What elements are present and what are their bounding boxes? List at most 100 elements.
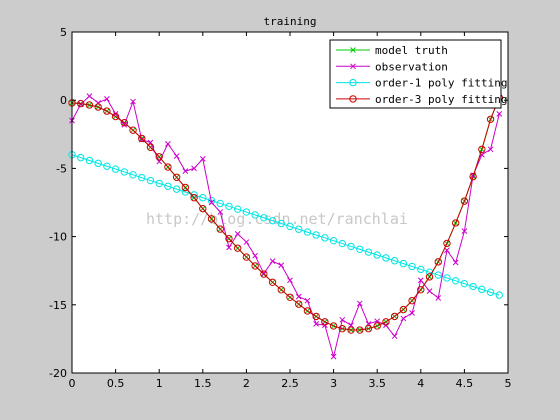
data-point <box>382 318 390 326</box>
data-point <box>155 179 163 188</box>
legend-marker <box>350 47 356 53</box>
data-point <box>94 159 102 168</box>
data-point <box>460 279 469 288</box>
data-point <box>277 286 285 294</box>
data-point <box>304 297 311 304</box>
y-tick-label: 5 <box>60 26 67 39</box>
data-point <box>426 288 433 295</box>
data-point <box>216 225 224 233</box>
data-point <box>321 234 329 242</box>
data-point <box>286 222 294 231</box>
legend: model truth observation order-1 poly fitti… <box>329 39 507 109</box>
data-point <box>338 324 347 333</box>
data-point <box>85 101 94 109</box>
data-point <box>191 165 197 172</box>
data-point <box>312 312 320 321</box>
data-point <box>138 134 146 143</box>
data-point <box>111 165 120 173</box>
data-point <box>120 168 129 176</box>
data-point <box>417 286 425 294</box>
data-point <box>130 98 136 105</box>
data-point <box>217 209 224 215</box>
legend-marker <box>350 63 356 70</box>
data-point <box>313 321 320 327</box>
data-point <box>207 215 216 223</box>
data-point <box>399 305 408 314</box>
data-point <box>417 265 425 274</box>
data-point <box>425 273 434 281</box>
data-point <box>165 140 171 147</box>
data-point <box>181 183 190 192</box>
legend-entry: order-1 poly fitting <box>336 77 507 90</box>
data-point <box>182 168 189 174</box>
data-point <box>373 322 381 330</box>
data-point <box>460 197 469 205</box>
data-point <box>242 253 251 261</box>
data-point <box>199 155 206 162</box>
data-point <box>164 182 172 190</box>
x-tick-label: 4.5 <box>456 377 474 390</box>
data-point <box>295 293 302 300</box>
x-tick-label: 4 <box>417 377 424 390</box>
data-point <box>233 205 242 213</box>
legend-entry: observation <box>336 60 448 73</box>
series-layer <box>68 93 503 360</box>
data-point <box>199 194 207 202</box>
data-point <box>268 278 277 286</box>
data-point <box>155 153 163 161</box>
data-point <box>234 231 241 237</box>
data-point <box>356 245 364 253</box>
data-point <box>104 95 110 102</box>
data-point <box>233 244 242 252</box>
data-point <box>435 295 442 301</box>
chart-title: training <box>264 15 317 28</box>
data-point <box>339 316 346 323</box>
data-point <box>252 252 258 259</box>
data-point <box>243 239 250 245</box>
data-point <box>121 121 128 128</box>
data-point <box>417 277 424 284</box>
data-point <box>443 274 451 282</box>
data-point <box>216 199 224 208</box>
data-point <box>303 307 312 315</box>
y-tick-label: -15 <box>49 299 67 312</box>
x-tick-label: 2.5 <box>281 377 299 390</box>
data-point <box>400 315 407 322</box>
series-2 <box>68 151 503 299</box>
data-point <box>103 107 111 115</box>
data-point <box>286 293 294 301</box>
x-tick-label: 1.5 <box>194 377 212 390</box>
data-point <box>225 202 233 211</box>
data-point <box>226 244 232 251</box>
ticks-layer: 0 0.5 1 1.5 2 2.5 3 3.5 4 4.5 5 5 0 -5 -10 -15 -20 <box>49 26 511 390</box>
data-point <box>173 153 180 159</box>
y-tick-label: -20 <box>49 367 67 380</box>
data-point <box>364 248 373 256</box>
data-point <box>329 236 338 245</box>
data-point <box>408 262 416 271</box>
data-point <box>120 119 129 127</box>
x-tick-label: 3 <box>330 377 337 390</box>
data-point <box>77 153 85 162</box>
data-point <box>399 259 408 268</box>
data-point <box>146 176 155 185</box>
data-point <box>278 262 285 269</box>
y-tick-label: 0 <box>60 94 67 107</box>
data-point <box>391 333 398 340</box>
data-point <box>251 211 259 219</box>
data-point <box>103 162 111 170</box>
x-tick-label: 2 <box>243 377 250 390</box>
legend-label: order-1 poly fitting <box>375 77 507 90</box>
data-point <box>225 234 233 243</box>
x-tick-label: 0 <box>69 377 76 390</box>
legend-label: observation <box>375 60 448 73</box>
data-point <box>85 156 94 165</box>
data-point <box>321 318 329 326</box>
data-point <box>129 126 137 134</box>
data-point <box>138 173 146 182</box>
data-point <box>409 310 415 316</box>
data-point <box>390 257 399 265</box>
data-point <box>338 239 347 248</box>
legend-label: model truth <box>375 44 448 57</box>
legend-label: order-3 poly fitting <box>375 93 507 106</box>
